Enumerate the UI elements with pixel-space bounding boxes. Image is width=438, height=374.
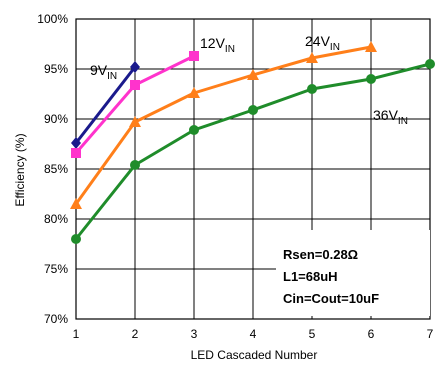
y-tick-label: 80% <box>44 212 68 226</box>
x-tick-label: 4 <box>250 327 257 341</box>
data-point <box>366 74 376 84</box>
annotation-rsen: Rsen=0.28Ω <box>283 247 358 262</box>
x-axis-label: LED Cascaded Number <box>191 348 318 362</box>
series-4 <box>71 59 435 244</box>
data-point <box>248 105 258 115</box>
series-group <box>70 41 435 244</box>
series-label-main: 12V <box>200 35 226 51</box>
y-tick-label: 75% <box>44 262 68 276</box>
x-tick-label: 5 <box>309 327 316 341</box>
annotation-caps: Cin=Cout=10uF <box>283 291 379 306</box>
annotation-box: Rsen=0.28Ω L1=68uH Cin=Cout=10uF <box>276 230 430 316</box>
y-tick-label: 70% <box>44 312 68 326</box>
data-point <box>71 137 81 149</box>
tick-labels: 1 2 3 4 5 6 7 70% 75% 80% 85% 90% 95% 100% <box>37 12 433 341</box>
series-line <box>74 66 137 144</box>
y-tick-label: 90% <box>44 112 68 126</box>
data-point <box>71 148 81 158</box>
x-tick-label: 2 <box>132 327 139 341</box>
data-point <box>425 59 435 69</box>
series-label-main: 9V <box>90 62 108 78</box>
series-label: 9VIN <box>90 62 117 82</box>
data-point <box>188 87 200 98</box>
series-2 <box>71 51 199 158</box>
data-point <box>189 125 199 135</box>
x-tick-label: 7 <box>427 327 434 341</box>
annotation-box-bg <box>276 230 430 316</box>
y-tick-label: 100% <box>37 12 68 26</box>
series-label-subscript: IN <box>107 71 117 82</box>
y-axis-label: Efficiency (%) <box>13 133 27 206</box>
series-label-subscript: IN <box>225 44 235 55</box>
data-point <box>130 61 140 73</box>
data-point <box>70 198 82 209</box>
series-1 <box>71 61 140 149</box>
y-tick-label: 85% <box>44 162 68 176</box>
data-point <box>247 69 259 80</box>
data-point <box>365 41 377 52</box>
data-point <box>130 80 140 90</box>
x-tick-label: 6 <box>368 327 375 341</box>
plot-frame <box>75 18 431 320</box>
series-label-main: 24V <box>305 33 331 49</box>
series-label-subscript: IN <box>330 42 340 53</box>
series-label: 24VIN <box>305 33 340 53</box>
series-3 <box>70 41 377 209</box>
series-label: 36VIN <box>373 107 408 127</box>
x-tick-label: 1 <box>73 327 80 341</box>
axes <box>75 18 431 320</box>
y-tick-label: 95% <box>44 62 68 76</box>
data-point <box>71 234 81 244</box>
x-tick-label: 3 <box>191 327 198 341</box>
annotation-inductor: L1=68uH <box>283 269 338 284</box>
series-label-subscript: IN <box>398 116 408 127</box>
data-point <box>129 116 141 127</box>
series-label-main: 36V <box>373 107 399 123</box>
series-line <box>74 45 372 205</box>
data-point <box>189 51 199 61</box>
data-point <box>307 84 317 94</box>
data-point <box>306 52 318 63</box>
data-point <box>130 160 140 170</box>
series-label: 12VIN <box>200 35 235 55</box>
